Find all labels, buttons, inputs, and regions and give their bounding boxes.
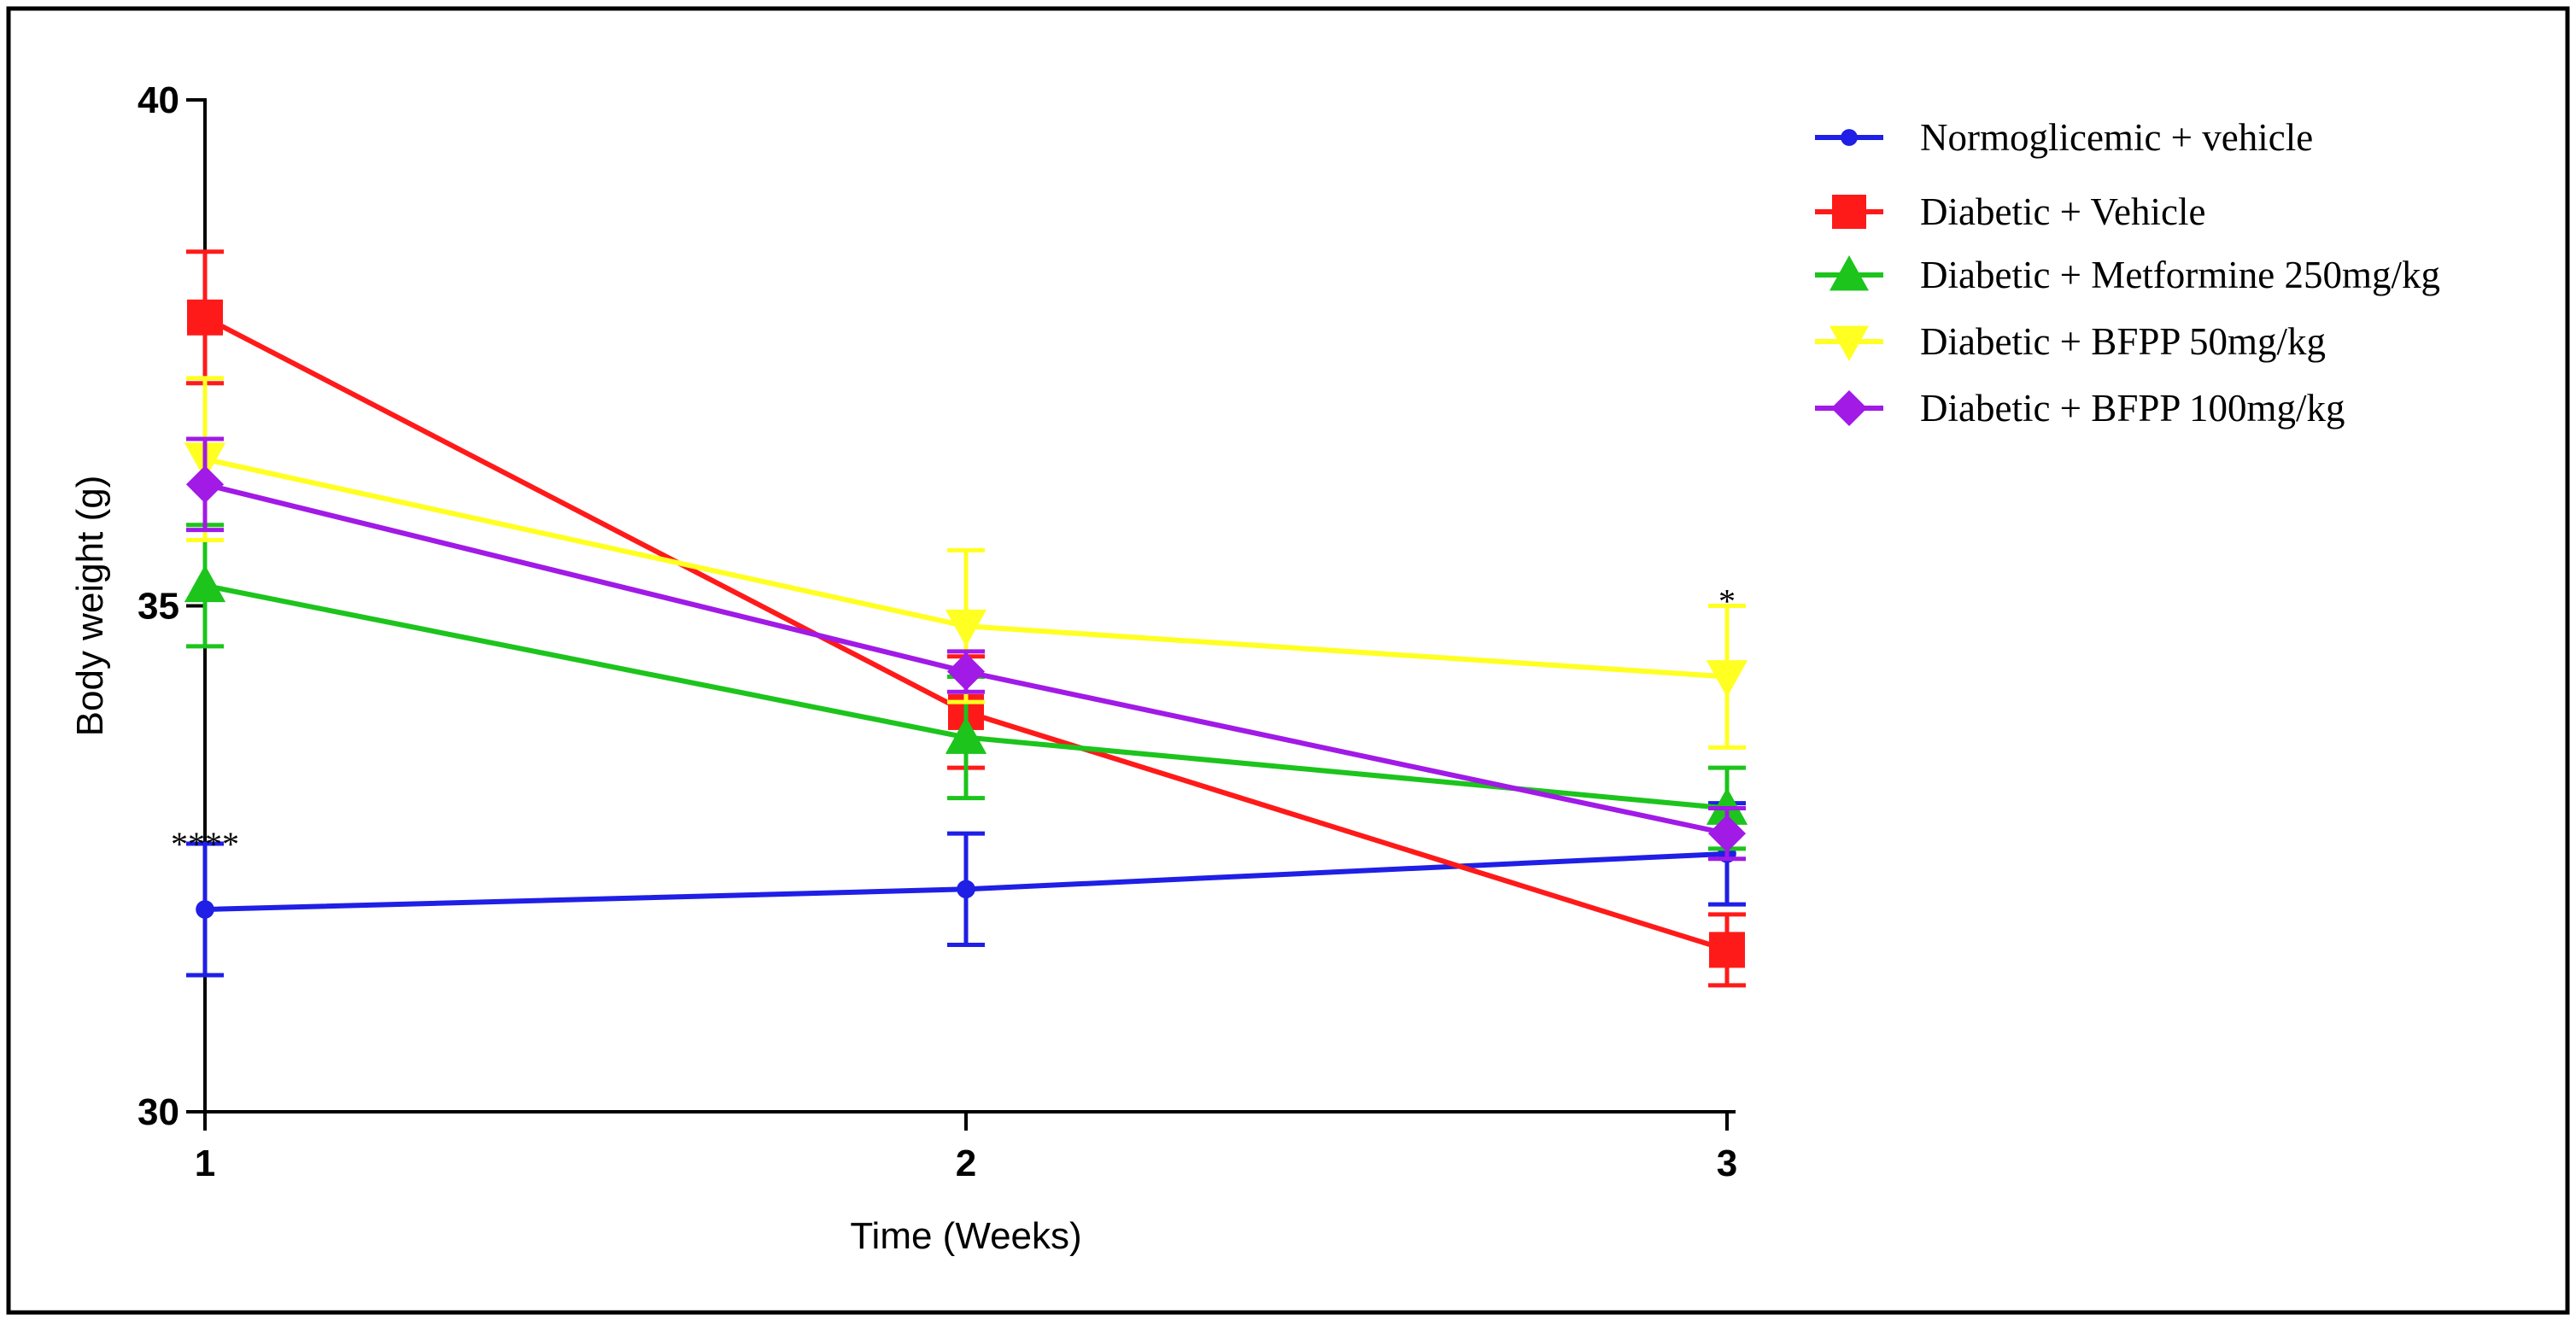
data-point	[945, 609, 987, 647]
legend-label: Normoglicemic + vehicle	[1920, 116, 2313, 159]
legend-item: Normoglicemic + vehicle	[1815, 116, 2313, 159]
legend-item: Diabetic + Metformine 250mg/kg	[1815, 254, 2440, 296]
data-point	[946, 652, 986, 691]
legend-label: Diabetic + BFPP 50mg/kg	[1920, 320, 2326, 363]
legend-label: Diabetic + BFPP 100mg/kg	[1920, 387, 2345, 430]
x-tick-label: 1	[195, 1143, 215, 1184]
data-point	[1707, 815, 1747, 853]
legend-marker	[1832, 195, 1866, 229]
data-point	[196, 900, 214, 919]
data-point	[184, 564, 226, 603]
x-tick-label: 2	[956, 1143, 976, 1184]
legend-item: Diabetic + BFPP 50mg/kg	[1815, 320, 2326, 363]
significance-annotation: *	[1718, 582, 1736, 621]
y-tick-label: 30	[138, 1091, 179, 1133]
series-4	[185, 436, 1747, 862]
legend-marker	[1830, 255, 1869, 291]
data-point	[1709, 932, 1745, 968]
series-layer	[184, 249, 1748, 988]
data-point	[185, 465, 225, 504]
data-point	[1706, 660, 1748, 698]
legend-item: Diabetic + Vehicle	[1815, 190, 2205, 233]
legend-marker	[1841, 129, 1858, 146]
frame-border	[6, 6, 2570, 1315]
legend-label: Diabetic + Metformine 250mg/kg	[1920, 254, 2440, 296]
legend-label: Diabetic + Vehicle	[1920, 190, 2205, 233]
legend-marker	[1831, 390, 1867, 426]
x-axis-title: Time (Weeks)	[850, 1215, 1081, 1257]
y-tick-label: 35	[138, 586, 179, 628]
y-axis-title: Body weight (g)	[69, 476, 111, 737]
legend-item: Diabetic + BFPP 100mg/kg	[1815, 387, 2345, 430]
legend: Normoglicemic + vehicle Diabetic + Vehicl…	[1815, 116, 2440, 430]
data-point	[945, 716, 987, 754]
significance-annotation: ****	[171, 825, 239, 863]
data-point	[957, 880, 975, 899]
x-tick-label: 3	[1717, 1143, 1737, 1184]
y-tick-label: 40	[138, 79, 179, 121]
legend-marker	[1830, 325, 1869, 361]
data-point	[187, 299, 223, 336]
annotation-layer: *****	[171, 582, 1736, 863]
